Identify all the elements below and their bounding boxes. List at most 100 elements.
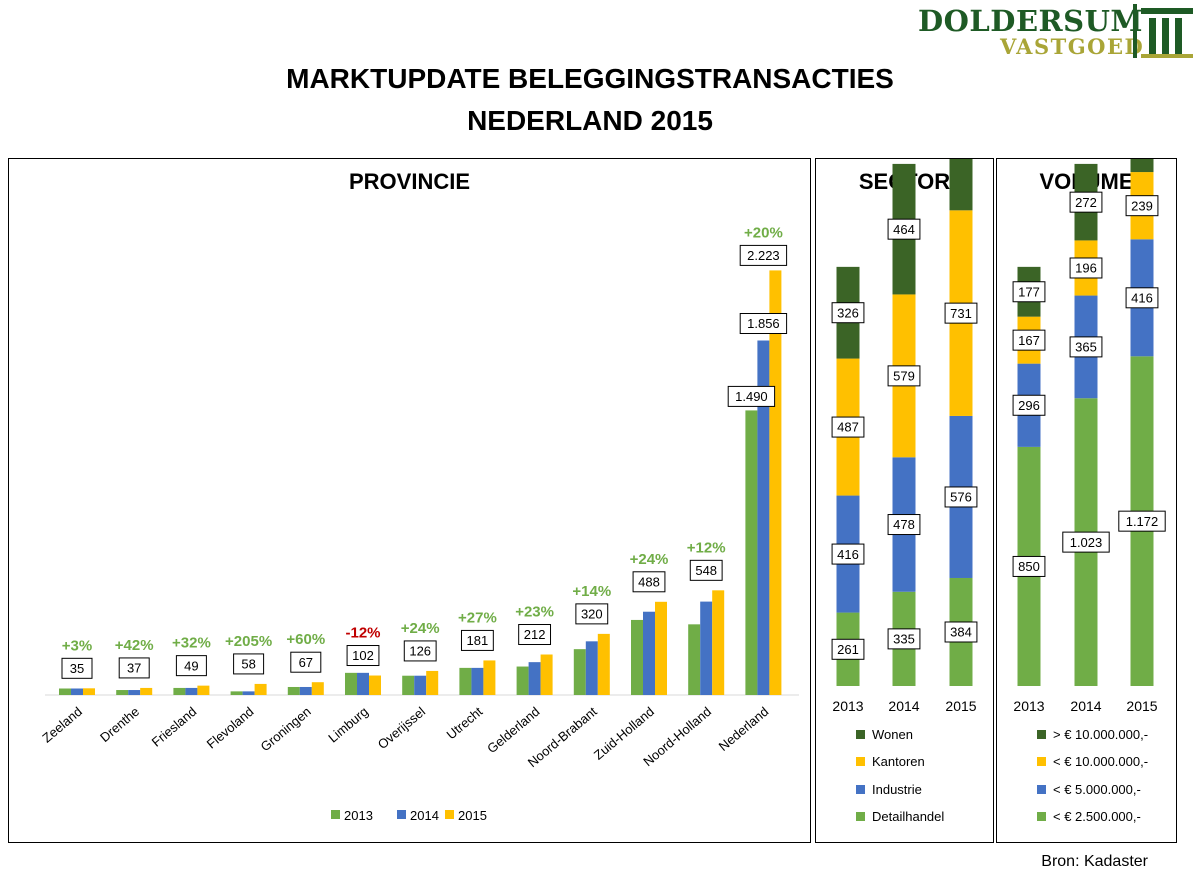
bar-2015-gelderland bbox=[540, 654, 553, 695]
data-label-2015-friesland: 49 bbox=[175, 655, 207, 677]
segment-label-2014-0-text: 1.023 bbox=[1070, 535, 1103, 550]
bar-2013-nederland bbox=[745, 410, 758, 695]
segment-label-2014-1: 365 bbox=[1069, 336, 1103, 358]
legend-label-0: > € 10.000.000,- bbox=[1053, 727, 1148, 742]
growth-label-overijssel: +24% bbox=[401, 620, 440, 637]
x-tick-label-groningen: Groningen bbox=[258, 704, 314, 755]
sector-chart: 261 416 487 326 2013 335 478 579 464 2014 384 576 73… bbox=[831, 159, 978, 824]
bar-2014-zeeland bbox=[71, 688, 83, 695]
bar-2015-drenthe bbox=[140, 687, 153, 695]
segment-label-2014-1-text: 365 bbox=[1075, 340, 1097, 355]
data-label-2015-noord-brabant-box bbox=[575, 603, 609, 625]
data-label-2015-friesland-box bbox=[175, 655, 207, 677]
data-label-2015-flevoland: 58 bbox=[233, 653, 265, 675]
page-title: MARKTUPDATE BELEGGINGSTRANSACTIES NEDERL… bbox=[0, 58, 1180, 142]
segment-label-2013-1-text: 416 bbox=[837, 547, 859, 562]
bar-2015-overijssel bbox=[426, 670, 439, 695]
bar-2015-groningen bbox=[311, 682, 324, 695]
bar-2015-noord-holland bbox=[712, 590, 725, 695]
bar-2013-noord-holland bbox=[688, 624, 701, 695]
bar-2013-groningen bbox=[287, 686, 300, 695]
segment-label-2014-2-text: 196 bbox=[1075, 261, 1097, 276]
data-label-2015-noord-brabant: 320 bbox=[575, 603, 609, 625]
data-label-2015-utrecht-text: 181 bbox=[467, 633, 489, 648]
segment-label-2013-3-text: 177 bbox=[1018, 284, 1040, 299]
data-label-2015-noord-holland-box bbox=[689, 559, 723, 581]
legend-swatch-2 bbox=[1037, 785, 1046, 794]
segment-label-2015-1-box bbox=[1125, 287, 1159, 309]
provincie-panel: PROVINCIE 35 +3% Zeeland 37 +42% Drenthe 49 +32… bbox=[8, 158, 811, 843]
segment-label-2014-2-text: 579 bbox=[893, 369, 915, 384]
growth-label-utrecht: +27% bbox=[458, 609, 497, 626]
growth-label-noord-brabant: +14% bbox=[572, 583, 611, 600]
segment-label-2014-0: 1.023 bbox=[1062, 531, 1110, 553]
growth-label-groningen: +60% bbox=[286, 631, 325, 648]
data-label-2015-zuid-holland-text: 488 bbox=[638, 574, 660, 589]
bar-2014-noord-holland bbox=[700, 601, 713, 695]
segment-label-2015-0-box bbox=[944, 621, 978, 643]
x-tick-label-2014: 2014 bbox=[888, 698, 919, 714]
bar-2014-limburg bbox=[357, 672, 369, 695]
bar-2013-gelderland bbox=[516, 666, 529, 695]
growth-label-zeeland: +3% bbox=[62, 637, 92, 654]
segment-label-2013-2-text: 487 bbox=[837, 420, 859, 435]
x-tick-label-2014: 2014 bbox=[1070, 698, 1101, 714]
bar-2015-flevoland bbox=[254, 683, 267, 695]
data-label-2015-gelderland-text: 212 bbox=[524, 627, 546, 642]
data-label-2015-groningen: 67 bbox=[290, 651, 322, 673]
segment-label-2013-1: 296 bbox=[1012, 394, 1046, 416]
segment-label-2015-2-text: 731 bbox=[950, 306, 972, 321]
logo: DOLDERSUM VASTGOED bbox=[918, 2, 1198, 60]
legend-swatch-3 bbox=[1037, 812, 1046, 821]
bar-2014-zuid-holland bbox=[643, 611, 655, 695]
bar-2013-drenthe bbox=[116, 690, 129, 695]
segment-label-2015-0-text: 384 bbox=[950, 625, 972, 640]
segment-label-2013-0: 261 bbox=[831, 638, 865, 660]
x-tick-label-2015: 2015 bbox=[945, 698, 976, 714]
data-label-2015-limburg-text: 102 bbox=[352, 648, 374, 663]
data-label-2015-drenthe-text: 37 bbox=[127, 661, 141, 676]
growth-label-flevoland: +205% bbox=[225, 633, 272, 650]
data-label-2015-limburg-box bbox=[346, 645, 380, 667]
segment-label-2015-1-box bbox=[944, 486, 978, 508]
legend-swatch-2 bbox=[856, 785, 865, 794]
data-label-2015-zeeland-text: 35 bbox=[70, 661, 84, 676]
data-label-2015-zeeland: 35 bbox=[61, 657, 93, 679]
segment-label-2014-3-text: 464 bbox=[893, 222, 915, 237]
page-title-line1: MARKTUPDATE BELEGGINGSTRANSACTIES bbox=[286, 63, 894, 94]
bar-2014-flevoland bbox=[242, 691, 255, 695]
bar-2013-noord-brabant bbox=[573, 649, 586, 695]
segment-label-2014-0-text: 335 bbox=[893, 632, 915, 647]
segment-label-2013-1-text: 296 bbox=[1018, 398, 1040, 413]
provincie-title: PROVINCIE bbox=[348, 169, 471, 194]
segment-2015-3 bbox=[949, 159, 973, 211]
growth-label-friesland: +32% bbox=[172, 635, 211, 652]
bar-2015-zuid-holland bbox=[655, 601, 667, 695]
sector-panel: SECTOR 261416487326201333547857946420143… bbox=[815, 158, 994, 843]
segment-label-2013-2-box bbox=[1012, 329, 1046, 351]
segment-label-2013-0-box bbox=[1012, 555, 1046, 577]
segment-label-2013-3-box bbox=[831, 302, 865, 324]
segment-label-2015-2: 731 bbox=[944, 302, 978, 324]
data-label-2015-flevoland-box bbox=[233, 653, 265, 675]
segment-label-2015-1-text: 576 bbox=[950, 490, 972, 505]
data-label-2015-utrecht-box bbox=[460, 629, 494, 651]
data-label-2015-drenthe-box bbox=[118, 657, 150, 679]
legend-swatch-3 bbox=[856, 812, 865, 821]
segment-label-2014-3-box bbox=[887, 218, 921, 240]
bar-2014-overijssel bbox=[414, 675, 427, 695]
legend-label-2013: 2013 bbox=[344, 808, 373, 823]
data-label-2014-nederland-text: 1.856 bbox=[747, 316, 780, 331]
segment-label-2014-3-text: 272 bbox=[1075, 195, 1097, 210]
segment-label-2015-1-text: 416 bbox=[1131, 290, 1153, 305]
segment-label-2013-1-box bbox=[1012, 394, 1046, 416]
legend-swatch-2015 bbox=[445, 810, 454, 819]
segment-label-2014-2: 196 bbox=[1069, 257, 1103, 279]
segment-label-2014-3-box bbox=[1069, 191, 1103, 213]
data-label-2015-gelderland: 212 bbox=[518, 624, 552, 646]
bar-2014-noord-brabant bbox=[585, 641, 598, 695]
data-label-2015-nederland-box bbox=[739, 244, 788, 266]
legend-label-1: < € 10.000.000,- bbox=[1053, 754, 1148, 769]
segment-label-2015-1: 576 bbox=[944, 486, 978, 508]
legend-label-3: < € 2.500.000,- bbox=[1053, 809, 1141, 824]
